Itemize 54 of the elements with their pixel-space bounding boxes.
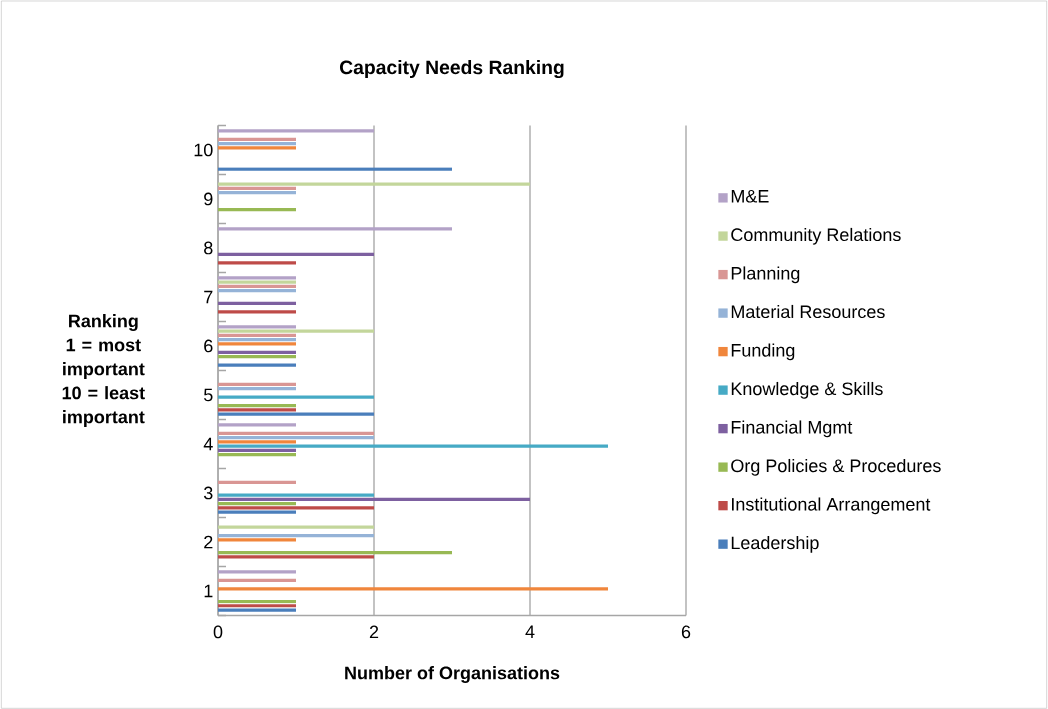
bar [218, 533, 375, 538]
bar [218, 280, 297, 284]
legend-label: Material Resources [731, 304, 885, 319]
bar [218, 587, 608, 591]
y-tick-label: 10 [194, 143, 213, 157]
legend-label: Institutional Arrangement [732, 497, 931, 515]
bar [218, 431, 375, 435]
bar [218, 538, 297, 542]
bar [218, 506, 375, 510]
bar [218, 329, 375, 333]
bar [218, 444, 608, 448]
y-tick-label: 4 [203, 437, 213, 451]
chart-title: Capacity Needs Ranking [339, 60, 564, 79]
bar [218, 167, 452, 171]
y-tick-label: 2 [204, 535, 213, 549]
x-tick-label: 2 [369, 625, 379, 639]
bar [218, 550, 452, 555]
bar [218, 252, 375, 257]
bar [218, 227, 452, 231]
legend-label: M&E [731, 189, 769, 203]
legend-label: Planning [731, 266, 800, 284]
bar [218, 435, 375, 440]
bar [218, 146, 297, 150]
legend-label: Leadership [731, 535, 819, 553]
bar [218, 440, 297, 444]
bar [218, 408, 297, 412]
bar [218, 395, 375, 399]
x-tick-label: 0 [213, 625, 223, 639]
bar [218, 555, 375, 559]
bar [218, 261, 297, 265]
legend-label: Community Relations [731, 227, 901, 245]
bar [218, 129, 375, 133]
y-tick-label: 7 [204, 290, 213, 304]
bar [218, 497, 530, 502]
y-tick-label: 5 [204, 388, 213, 402]
bar [218, 525, 375, 529]
y-tick-label: 6 [204, 339, 213, 353]
y-tick-label: 3 [203, 486, 213, 500]
bar [218, 493, 375, 497]
y-axis-title: Ranking 1 = most important 10 = least important [62, 314, 145, 427]
bar [218, 342, 297, 346]
y-tick-label: 1 [204, 584, 213, 598]
x-tick-label: 6 [681, 625, 691, 639]
x-tick-label: 4 [525, 625, 535, 638]
legend-label: Org Policies & Procedures [731, 458, 941, 476]
bar [218, 310, 297, 314]
x-axis-title: Number of Organisations [345, 666, 560, 683]
legend-label: Financial Mgmt [731, 420, 853, 438]
legend-label: Knowledge & Skills [731, 381, 883, 399]
bar [218, 182, 530, 186]
y-tick-label: 9 [204, 192, 213, 206]
y-tick-label: 8 [204, 241, 213, 255]
bar [218, 412, 375, 416]
legend-label: Funding [731, 343, 795, 361]
